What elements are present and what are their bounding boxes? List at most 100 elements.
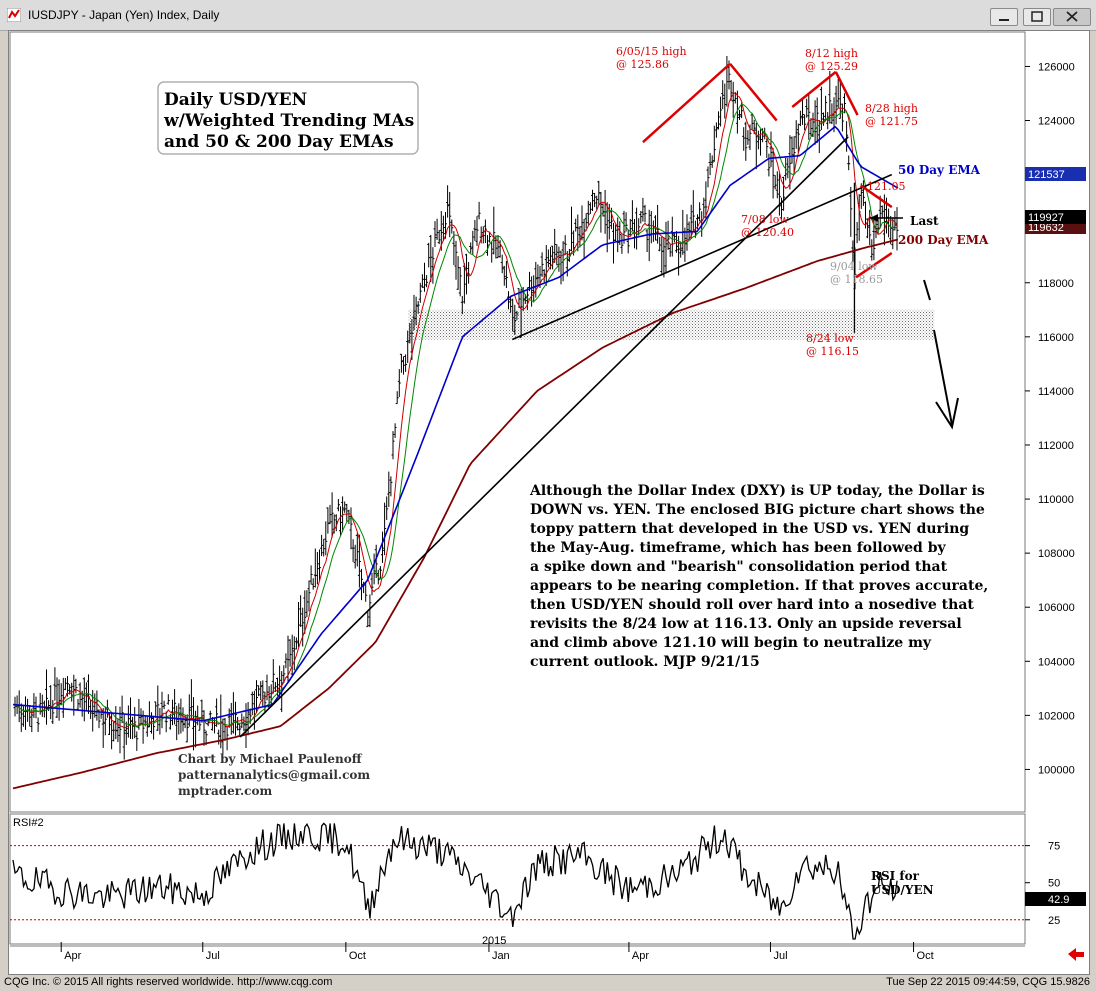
commentary-line: Although the Dollar Index (DXY) is UP to… xyxy=(529,483,985,499)
price-tick-label: 108000 xyxy=(1038,548,1075,560)
rsi-panel xyxy=(9,813,1026,945)
price-tick-label: 114000 xyxy=(1038,386,1074,398)
date-axis: Apr Jul Oct Jan Apr Jul Oct 2015 xyxy=(60,935,934,962)
date-tick-label: Apr xyxy=(632,950,649,962)
annotation-high-0828-l1: 8/28 high xyxy=(865,102,918,115)
hs-left-shoulder-line xyxy=(642,62,731,144)
price-tick-label: 116000 xyxy=(1038,332,1074,344)
window-titlebar: IUSDJPY - Japan (Yen) Index, Daily xyxy=(0,0,1096,31)
ema50-line xyxy=(12,125,899,722)
title-line-3: and 50 & 200 Day EMAs xyxy=(164,132,394,152)
annotations xyxy=(870,214,959,430)
commentary-line: current outlook. MJP 9/21/15 xyxy=(530,654,760,670)
projection-arrow-segment-1 xyxy=(923,279,931,301)
ema200-label: 200 Day EMA xyxy=(898,233,989,247)
annotation-level-12105: 121.05 xyxy=(867,180,906,193)
rsi-value-box xyxy=(1025,892,1086,906)
rsi-value-text: 42.9 xyxy=(1048,894,1069,906)
annotation-low-0904-l2: @ 118.65 xyxy=(830,273,883,286)
annotation-low-0904-l1: 9/04 low xyxy=(830,260,878,273)
rsi-tick-label: 75 xyxy=(1048,841,1060,853)
date-tick-label: Apr xyxy=(64,950,81,962)
close-button[interactable] xyxy=(1053,8,1091,26)
commentary-line: appears to be nearing completion. If tha… xyxy=(530,578,988,594)
rsi-series xyxy=(10,822,1025,940)
commentary-line: toppy pattern that developed in the USD … xyxy=(530,521,969,537)
price-tick-label: 126000 xyxy=(1038,61,1075,73)
moving-averages xyxy=(12,91,899,790)
ema200-line xyxy=(12,238,899,790)
hs-right-up-line xyxy=(791,70,837,108)
last-price-box xyxy=(1025,210,1086,224)
minimize-icon xyxy=(999,19,1009,21)
price-tick-label: 104000 xyxy=(1038,656,1075,668)
hs-head-down-line xyxy=(729,62,778,122)
left-arrow-icon xyxy=(870,214,878,222)
trendlines xyxy=(239,62,893,738)
price-tick-label: 124000 xyxy=(1038,116,1075,128)
credit-line-3: mptrader.com xyxy=(178,784,272,798)
annotation-high-0605-l2: @ 125.86 xyxy=(616,58,669,71)
annotation-low-0824-l1: 8/24 low xyxy=(806,332,854,345)
wedge-lower-line xyxy=(855,251,893,279)
ma-fast-red-line xyxy=(14,91,898,729)
rsi-panel-label: RSI#2 xyxy=(13,817,44,829)
date-tick-label: Jul xyxy=(206,950,220,962)
wedge-upper-line xyxy=(859,184,893,209)
commentary-line: and climb above 121.10 will begin to neu… xyxy=(530,635,932,651)
commentary-line: revisits the 8/24 low at 116.13. Only an… xyxy=(530,616,962,632)
rsi-line xyxy=(12,822,898,940)
rsi-note-line-2: USD/YEN xyxy=(871,883,934,897)
price-tick-label: 118000 xyxy=(1038,278,1074,290)
hs-right-down-line xyxy=(834,71,859,116)
rsi-note-line-1: RSI for xyxy=(871,869,920,883)
price-tick-label: 106000 xyxy=(1038,602,1075,614)
status-timestamp: Tue Sep 22 2015 09:44:59, CQG 15.9826 xyxy=(886,976,1090,988)
status-bar: CQG Inc. © 2015 All rights reserved worl… xyxy=(0,975,1096,991)
maximize-icon xyxy=(1031,11,1043,22)
ema50-price-box xyxy=(1025,167,1086,181)
last-price-text: 119927 xyxy=(1028,212,1064,224)
rsi-tick-label: 25 xyxy=(1048,915,1060,927)
commentary-line: DOWN vs. YEN. The enclosed BIG picture c… xyxy=(530,502,985,518)
price-panel xyxy=(9,31,1026,813)
date-tick-label: Oct xyxy=(917,950,934,962)
commentary-line: the May-Aug. timeframe, which has been f… xyxy=(530,540,946,556)
date-tick-label: Jan xyxy=(492,950,510,962)
chart-area[interactable]: 100000 102000 104000 106000 108000 110000 1120… xyxy=(8,30,1088,973)
support-trendline xyxy=(511,173,893,341)
annotation-low-0708-l1: 7/08 low xyxy=(741,213,789,226)
scroll-right-arrow-icon[interactable] xyxy=(1068,948,1084,961)
date-tick-label: Oct xyxy=(349,950,366,962)
annotation-high-0828-l2: @ 121.75 xyxy=(865,115,918,128)
price-tick-label: 102000 xyxy=(1038,710,1075,722)
title-line-1: Daily USD/YEN xyxy=(164,90,307,110)
ma-green-line xyxy=(14,103,898,728)
projection-arrow-shaft xyxy=(933,329,953,426)
last-label: Last xyxy=(910,214,939,228)
down-arrow-icon xyxy=(935,397,959,430)
annotation-low-0708-l2: @ 120.40 xyxy=(741,226,794,239)
commentary-line: a spike down and "bearish" consolidation… xyxy=(530,559,948,575)
ema200-price-text: 119632 xyxy=(1028,222,1064,234)
annotation-low-0824-l2: @ 116.15 xyxy=(806,345,859,358)
price-axis: 100000 102000 104000 106000 108000 110000 1120… xyxy=(1025,61,1075,927)
credit-line-2: patternanalytics@gmail.com xyxy=(178,768,370,782)
credit-line-1: Chart by Michael Paulenoff xyxy=(178,752,363,766)
price-tick-label: 110000 xyxy=(1038,494,1074,506)
title-line-2: w/Weighted Trending MAs xyxy=(163,111,414,131)
annotation-high-0812-l1: 8/12 high xyxy=(805,47,858,60)
commentary-line: then USD/YEN should roll over hard into … xyxy=(530,597,974,613)
close-icon xyxy=(1066,11,1078,22)
minimize-button[interactable] xyxy=(990,8,1018,26)
annotation-high-0605-l1: 6/05/15 high xyxy=(616,45,687,58)
window-title: IUSDJPY - Japan (Yen) Index, Daily xyxy=(28,8,220,22)
cqg-app-icon xyxy=(7,8,21,22)
price-tick-label: 100000 xyxy=(1038,764,1075,776)
rsi-tick-label: 50 xyxy=(1048,878,1060,890)
commentary-text: Although the Dollar Index (DXY) is UP to… xyxy=(529,483,988,670)
annotation-high-0812-l2: @ 125.29 xyxy=(805,60,858,73)
status-copyright: CQG Inc. © 2015 All rights reserved worl… xyxy=(4,976,333,988)
ema50-label: 50 Day EMA xyxy=(898,163,981,177)
maximize-button[interactable] xyxy=(1023,8,1051,26)
